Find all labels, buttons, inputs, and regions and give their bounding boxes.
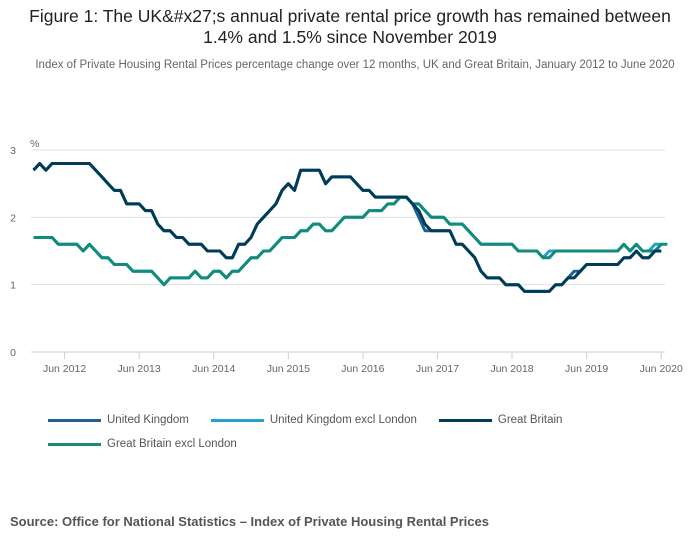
x-tick-label: Jun 2016	[341, 363, 384, 375]
series-line-united-kingdom-excl-london	[33, 195, 662, 287]
x-tick-label: Jun 2012	[43, 363, 86, 375]
x-tick-label: Jun 2015	[267, 363, 310, 375]
legend-item[interactable]: United Kingdom excl London	[210, 408, 417, 432]
legend-label: Great Britain excl London	[107, 438, 237, 450]
y-axis-unit-label: %	[30, 138, 39, 150]
x-tick-label: Jun 2017	[416, 363, 459, 375]
legend-item[interactable]: Great Britain excl London	[48, 432, 237, 456]
legend-swatch	[438, 418, 492, 422]
legend-swatch	[48, 442, 101, 446]
legend-label: Great Britain	[497, 414, 563, 426]
x-tick-label: Jun 2020	[640, 363, 683, 375]
legend-item[interactable]: United Kingdom	[48, 408, 189, 432]
y-tick-label: 3	[10, 145, 16, 157]
series-line-great-britain	[32, 162, 662, 293]
y-tick-label: 1	[10, 280, 16, 292]
series-line-great-britain-excl-london	[33, 195, 668, 287]
line-chart: % 0 1 2 3 Jun 2012 Jun 2013 Jun 2014 Jun 2015 J…	[10, 138, 683, 375]
legend-label: United Kingdom excl London	[269, 414, 417, 426]
x-tick-label: Jun 2014	[192, 363, 235, 375]
chart-legend: United Kingdom United Kingdom excl London…	[48, 408, 688, 456]
legend-swatch	[48, 418, 101, 422]
series-line-united-kingdom	[32, 162, 662, 293]
legend-swatch	[210, 418, 264, 422]
chart-subtitle: Index of Private Housing Rental Prices p…	[35, 59, 675, 71]
y-tick-label: 2	[10, 212, 16, 224]
source-note: Source: Office for National Statistics –…	[10, 514, 489, 529]
y-tick-label: 0	[10, 347, 16, 359]
legend-item[interactable]: Great Britain	[438, 408, 563, 432]
x-tick-label: Jun 2018	[490, 363, 533, 375]
legend-label: United Kingdom	[107, 414, 189, 426]
x-tick-label: Jun 2019	[565, 363, 608, 375]
x-tick-label: Jun 2013	[118, 363, 161, 375]
chart-title: Figure 1: The UK&#x27;s annual private r…	[29, 6, 671, 47]
